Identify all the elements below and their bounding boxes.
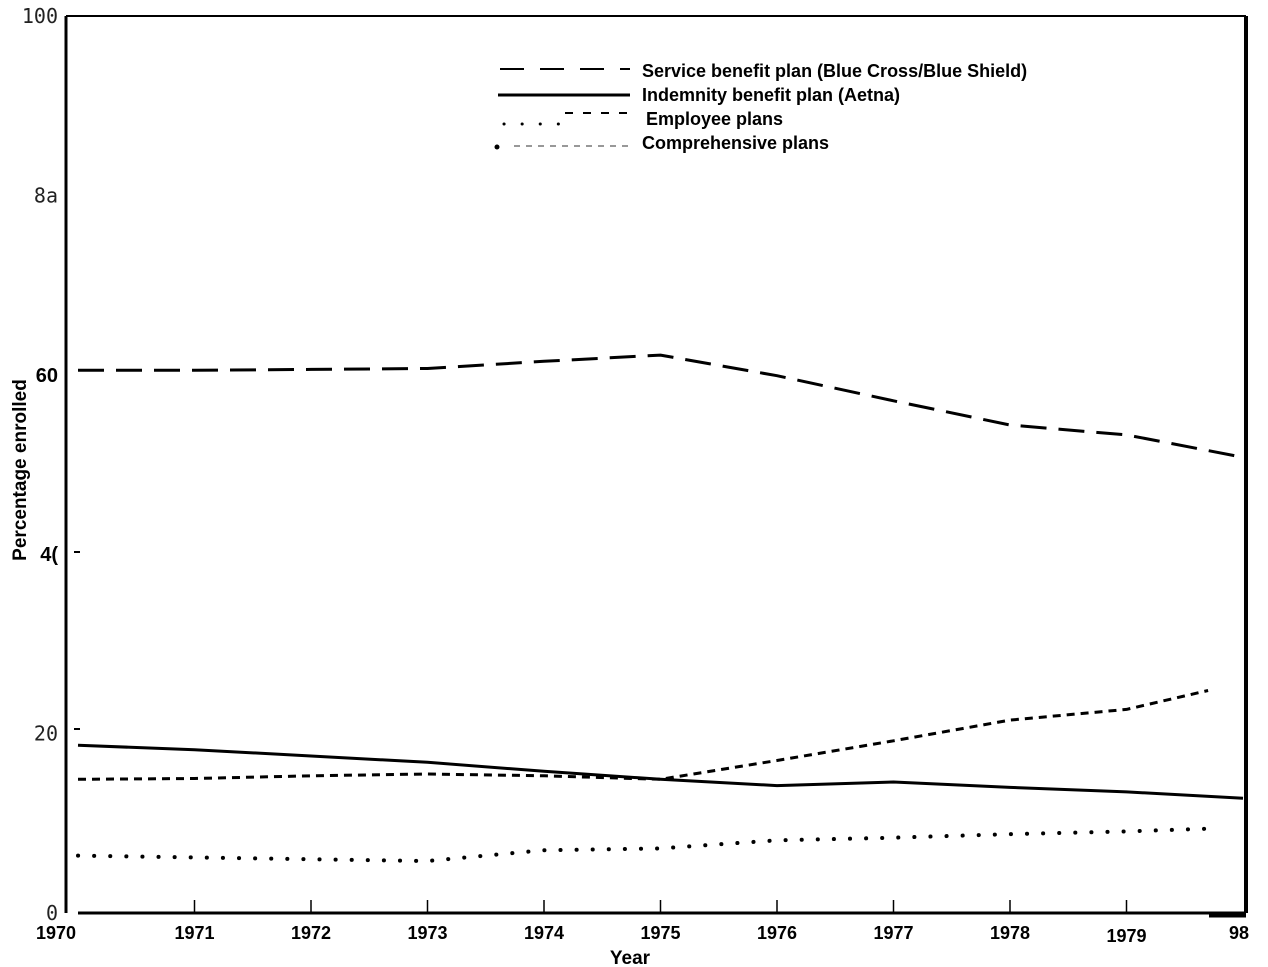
x-tick-label-1976: 1976 (757, 923, 797, 943)
x-tick-label-1975: 1975 (640, 923, 680, 943)
x-tick-label-1980: 98 (1229, 923, 1249, 943)
legend-label-indemnity: Indemnity benefit plan (Aetna) (642, 85, 900, 105)
legend-label-comprehensive: Comprehensive plans (642, 133, 829, 153)
x-tick-labels: 1970 1971 1972 1973 1974 1975 1976 1977 1978 1979… (36, 923, 1249, 946)
series-line-0 (78, 353, 1244, 459)
x-tick-label-1974: 1974 (524, 923, 564, 943)
x-tick-label-1978: 1978 (990, 923, 1030, 943)
x-axis-label: Year (610, 948, 651, 967)
y-tick-label-0: 0 (46, 901, 58, 925)
y-axis-label: Percentage enrolled (10, 379, 31, 561)
series-line-1 (77, 743, 1244, 800)
y-tick-label-60: 60 (36, 365, 58, 387)
y-tick-label-80: 8a (34, 183, 58, 207)
legend: Service benefit plan (Blue Cross/Blue Sh… (494, 61, 1027, 153)
x-tick-label-1973: 1973 (407, 923, 447, 943)
y-tick-labels: 0 20 4( 60 8a 100 (22, 4, 58, 925)
y-tick-label-20: 20 (34, 722, 58, 746)
x-tick-label-1971: 1971 (174, 923, 214, 943)
legend-swatch-comprehensive-dot (494, 144, 500, 150)
series-lines (76, 353, 1244, 863)
series-line-2 (76, 826, 1211, 863)
x-tick-label-1977: 1977 (873, 923, 913, 943)
legend-label-employee: Employee plans (646, 109, 783, 129)
series-line-3 (77, 689, 1209, 781)
x-tick-label-1979: 1979 (1106, 926, 1146, 946)
x-tick-marks (193, 900, 1128, 913)
y-tick-label-100: 100 (22, 4, 58, 28)
y-tick-label-40: 4( (40, 544, 58, 566)
x-tick-label-1970: 1970 (36, 923, 76, 943)
legend-label-service: Service benefit plan (Blue Cross/Blue Sh… (642, 61, 1027, 81)
x-tick-label-1972: 1972 (291, 923, 331, 943)
